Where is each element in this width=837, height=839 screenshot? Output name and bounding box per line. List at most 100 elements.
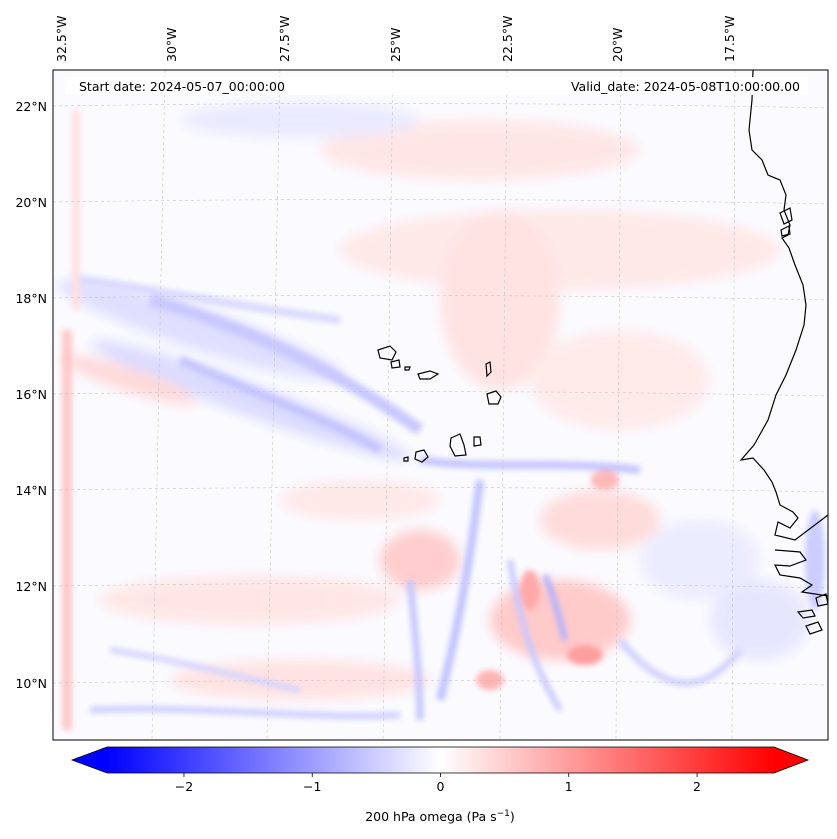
colorbar-label-main: 200 hPa omega (Pa s — [365, 809, 496, 824]
omega-streak — [520, 570, 540, 610]
colorbar-tick-label: −1 — [303, 779, 321, 794]
coastal-island — [779, 207, 793, 225]
island-sao-vicente — [390, 359, 401, 369]
lat-label: 16°N — [15, 387, 47, 402]
colorbar-extend-low — [72, 747, 107, 773]
omega-blob — [280, 480, 440, 520]
omega-streak — [476, 670, 504, 690]
omega-blob — [170, 660, 430, 700]
lat-label: 18°N — [15, 291, 47, 306]
meridian — [382, 70, 394, 740]
lat-label: 22°N — [15, 99, 47, 114]
island-maio — [473, 436, 482, 447]
omega-blob — [340, 210, 780, 290]
parallel — [53, 487, 828, 493]
omega-blob — [710, 580, 810, 660]
colorbar-tick-label: 0 — [437, 779, 445, 794]
lon-label: 20°W — [610, 27, 625, 62]
omega-blob — [90, 339, 410, 461]
lat-label: 14°N — [15, 483, 47, 498]
longitude-labels: 32.5°W 30°W 27.5°W 25°W 22.5°W 20°W 17.5… — [54, 16, 737, 62]
lat-label: 12°N — [15, 579, 47, 594]
omega-streak — [79, 276, 341, 324]
omega-streak — [436, 479, 484, 701]
meridian — [731, 70, 736, 740]
colorbar-label: 200 hPa omega (Pa s−1) — [365, 809, 515, 824]
map-frame — [52, 69, 829, 741]
omega-streak — [591, 470, 619, 490]
parallel — [53, 103, 828, 109]
island-fogo — [414, 449, 429, 463]
omega-blob — [530, 330, 710, 430]
island-santo-antao — [377, 345, 397, 361]
lon-label: 22.5°W — [500, 16, 515, 62]
omega-blob — [100, 575, 400, 625]
island-brava — [403, 456, 409, 462]
lon-label: 27.5°W — [277, 16, 292, 62]
omega-blob — [320, 120, 640, 180]
colorbar-tick-label: 1 — [565, 779, 573, 794]
bijagos-island — [815, 593, 828, 607]
omega-blob — [380, 530, 460, 590]
lat-label: 20°N — [15, 195, 47, 210]
latitude-labels: 22°N 20°N 18°N 16°N 14°N 12°N 10°N — [15, 99, 47, 691]
map-panel: Start date: 2024-05-07_00:00:00 Valid_da… — [52, 69, 829, 741]
omega-streak — [617, 637, 743, 687]
meridian — [151, 70, 166, 740]
parallel — [53, 199, 828, 205]
lat-label: 10°N — [15, 676, 47, 691]
omega-streak — [89, 705, 401, 720]
omega-blob — [640, 520, 760, 600]
omega-blob — [440, 210, 560, 390]
colorbar-fill — [107, 747, 774, 773]
island-sal — [485, 361, 492, 378]
meridian — [615, 70, 622, 740]
colorbar: −2 −1 0 1 2 200 hPa omega (Pa s−1) — [70, 746, 810, 824]
omega-streak — [148, 294, 424, 435]
lon-label: 25°W — [388, 27, 403, 62]
africa-coastline — [773, 549, 828, 597]
island-santa-luzia — [404, 366, 411, 371]
colorbar-tick-label: −2 — [175, 779, 193, 794]
island-boa-vista — [486, 390, 502, 405]
parallel — [53, 583, 828, 589]
omega-streak — [72, 110, 80, 310]
omega-streak — [542, 573, 568, 641]
omega-blob — [57, 279, 343, 381]
colorbar-label-exponent: −1 — [497, 809, 510, 819]
omega-streak — [419, 456, 641, 474]
meridian — [266, 70, 281, 740]
island-santiago — [449, 433, 467, 457]
lon-label: 17.5°W — [722, 16, 737, 62]
meridian — [53, 70, 54, 111]
start-date-label: Start date: 2024-05-07_00:00:00 — [79, 79, 285, 94]
omega-blob — [180, 102, 420, 138]
omega-streak — [507, 559, 563, 712]
lon-label: 32.5°W — [54, 16, 69, 62]
parallel — [53, 295, 828, 301]
omega-streak — [567, 645, 603, 665]
omega-blob — [540, 490, 660, 550]
omega-streak — [109, 647, 301, 693]
info-header-background — [66, 77, 808, 95]
omega-streak — [406, 579, 424, 721]
parallel — [53, 680, 828, 686]
omega-field — [57, 102, 825, 730]
colorbar-ticks: −2 −1 0 1 2 — [175, 773, 701, 794]
valid-date-label: Valid_date: 2024-05-08T10:00:00.00 — [571, 79, 800, 94]
omega-streak — [805, 510, 825, 610]
omega-streak — [62, 330, 72, 730]
lon-label: 30°W — [164, 27, 179, 62]
island-sao-nicolau — [417, 370, 440, 380]
africa-coastline — [739, 70, 828, 541]
omega-streak — [178, 355, 383, 454]
bijagos-island — [796, 609, 816, 619]
parallel — [53, 391, 828, 397]
colorbar-tick-label: 2 — [693, 779, 701, 794]
gridlines — [53, 70, 828, 740]
omega-blob — [63, 355, 197, 405]
colorbar-label-close: ) — [510, 809, 515, 824]
bijagos-island — [805, 621, 823, 635]
coastal-island — [780, 225, 791, 237]
